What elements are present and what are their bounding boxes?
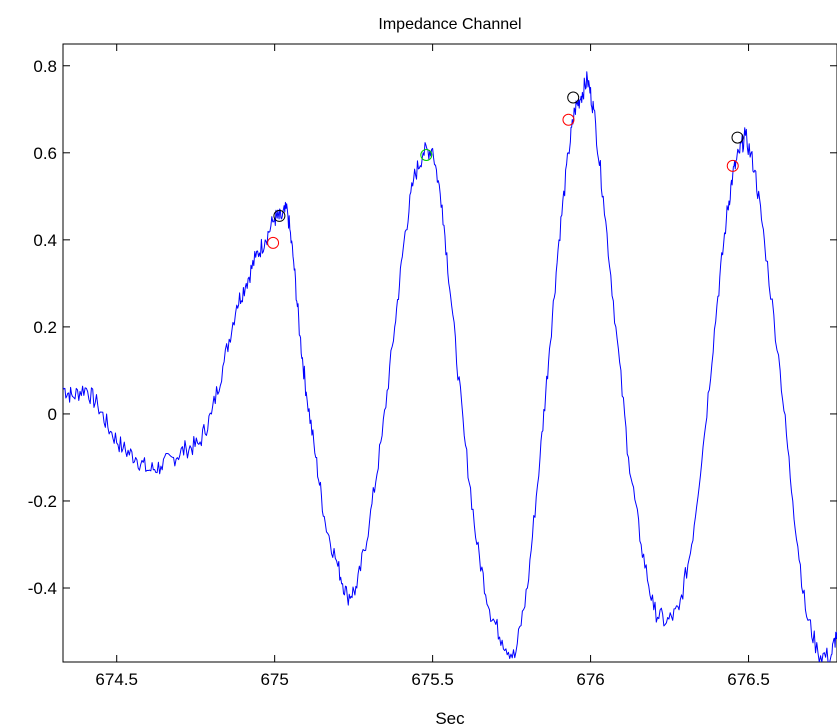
x-axis-label: Sec [435,709,465,728]
x-tick-label: 675.5 [411,670,454,689]
y-tick-label: -0.2 [28,492,57,511]
y-axis: -0.4 -0.2 0 0.2 0.4 0.6 0.8 [28,57,837,598]
y-tick-label: 0.4 [33,231,57,250]
peak-marker [273,209,286,222]
marker-group [267,91,744,249]
x-tick-label: 676 [576,670,604,689]
y-tick-label: 0.8 [33,57,57,76]
x-tick-label: 675 [260,670,288,689]
peak-marker [731,131,744,144]
y-tick-label: 0 [48,405,57,424]
peak-marker [726,159,739,172]
plot-area [62,43,837,663]
y-tick-label: 0.6 [33,144,57,163]
series-group [63,71,837,662]
peak-marker [267,236,280,249]
chart-title: Impedance Channel [378,16,521,33]
signal-line [63,71,837,662]
x-axis: 674.5 675 675.5 676 676.5 [95,44,770,689]
y-tick-label: -0.4 [28,579,57,598]
peak-marker [420,148,433,161]
peak-marker [567,91,580,104]
y-tick-label: 0.2 [33,318,57,337]
x-tick-label: 674.5 [95,670,138,689]
peak-marker [562,113,575,126]
x-tick-label: 676.5 [727,670,770,689]
